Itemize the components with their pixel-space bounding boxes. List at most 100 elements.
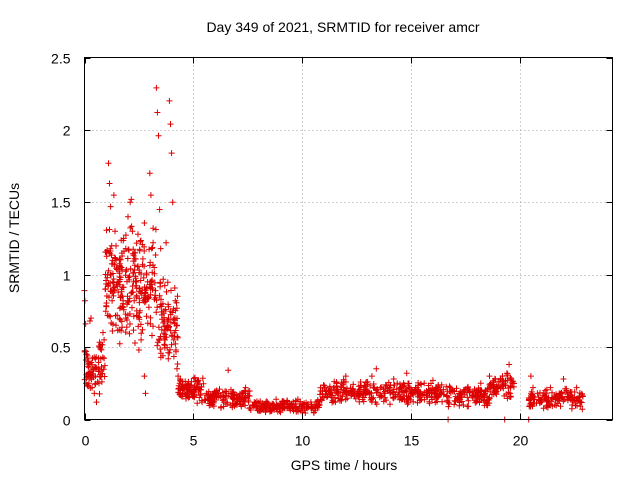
data-point — [475, 391, 482, 398]
data-point — [163, 239, 170, 246]
data-point — [110, 284, 117, 291]
data-point — [141, 220, 148, 226]
data-point — [125, 213, 131, 220]
data-point — [505, 389, 512, 396]
data-point — [138, 336, 145, 343]
data-point — [130, 258, 137, 265]
data-point — [399, 383, 406, 390]
data-point — [136, 299, 143, 306]
data-point — [407, 393, 414, 400]
data-point — [127, 199, 134, 206]
data-point — [574, 402, 580, 409]
data-point — [340, 384, 347, 391]
data-point — [109, 278, 116, 285]
data-point — [88, 359, 95, 366]
data-point — [293, 408, 300, 415]
data-point — [218, 392, 225, 399]
data-point — [153, 84, 160, 91]
y-tick-label: 2 — [63, 123, 71, 139]
data-point — [153, 297, 160, 304]
data-point — [382, 394, 388, 401]
data-point — [554, 397, 561, 404]
data-point — [397, 395, 404, 401]
data-point — [111, 254, 118, 261]
data-point — [486, 385, 493, 392]
data-point — [245, 392, 252, 399]
data-point — [362, 383, 369, 390]
data-point — [140, 297, 147, 304]
data-point — [408, 390, 415, 397]
data-point — [395, 391, 401, 398]
data-point — [538, 399, 545, 406]
data-point — [347, 387, 354, 394]
data-point — [416, 390, 423, 397]
data-point — [364, 378, 371, 385]
data-point — [456, 390, 462, 397]
data-point — [171, 285, 178, 291]
data-point — [170, 336, 177, 343]
data-point — [142, 390, 149, 397]
data-point — [416, 394, 423, 401]
data-point — [421, 380, 428, 387]
data-point — [103, 293, 110, 299]
data-point — [387, 401, 393, 408]
data-point — [242, 384, 249, 391]
data-point — [175, 385, 182, 392]
data-point — [142, 287, 149, 294]
data-point — [216, 386, 223, 393]
data-point — [268, 407, 275, 414]
data-point — [106, 226, 113, 233]
data-point — [342, 379, 349, 385]
data-point — [549, 389, 555, 396]
data-point — [321, 394, 327, 401]
data-point — [530, 384, 536, 391]
data-point — [157, 346, 164, 353]
data-point — [528, 388, 535, 395]
data-point — [386, 387, 393, 394]
data-point — [220, 399, 227, 406]
data-point — [150, 225, 157, 232]
data-point — [147, 314, 154, 321]
data-point — [96, 343, 102, 349]
data-point — [120, 284, 127, 291]
data-point — [486, 373, 493, 380]
data-point — [130, 278, 137, 285]
data-point — [473, 387, 480, 394]
data-point — [171, 315, 178, 322]
data-point — [156, 206, 163, 213]
data-point — [130, 327, 137, 334]
data-point — [294, 396, 301, 403]
data-point — [466, 388, 473, 395]
data-point — [394, 380, 401, 387]
data-point — [137, 321, 144, 328]
data-point — [380, 398, 387, 405]
data-point — [398, 388, 405, 395]
data-point — [390, 376, 397, 382]
data-point — [469, 393, 476, 400]
data-point — [103, 303, 110, 310]
data-point — [131, 297, 138, 304]
data-point — [174, 365, 180, 372]
data-point — [529, 392, 536, 399]
data-point — [122, 232, 129, 239]
data-point — [120, 304, 127, 311]
data-point — [251, 399, 258, 406]
data-point — [218, 403, 225, 410]
data-point — [458, 394, 464, 401]
data-point — [355, 383, 362, 390]
data-point — [146, 170, 153, 177]
data-point — [445, 394, 452, 401]
data-point — [534, 390, 541, 397]
data-point — [368, 398, 375, 405]
data-point — [108, 320, 115, 326]
data-point — [219, 389, 226, 396]
data-point — [344, 385, 350, 392]
data-point — [245, 397, 252, 404]
data-point — [177, 376, 184, 382]
data-point — [315, 402, 322, 409]
data-point — [139, 241, 146, 248]
data-point — [338, 380, 345, 387]
data-point — [105, 267, 112, 274]
data-point — [346, 390, 353, 397]
